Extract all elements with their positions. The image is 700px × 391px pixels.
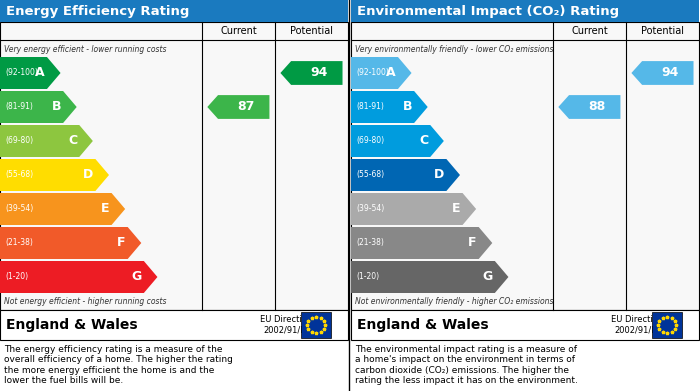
Text: 87: 87 <box>237 100 254 113</box>
Text: 88: 88 <box>588 100 606 113</box>
Text: Very environmentally friendly - lower CO₂ emissions: Very environmentally friendly - lower CO… <box>355 45 554 54</box>
Polygon shape <box>351 159 460 191</box>
Text: A: A <box>35 66 45 79</box>
Text: C: C <box>419 135 428 147</box>
Bar <box>301 312 331 338</box>
Text: Environmental Impact (CO₂) Rating: Environmental Impact (CO₂) Rating <box>357 5 619 18</box>
Text: (69-80): (69-80) <box>356 136 384 145</box>
Text: The environmental impact rating is a measure of
a home's impact on the environme: The environmental impact rating is a mea… <box>355 345 578 385</box>
Text: England & Wales: England & Wales <box>6 318 138 332</box>
Text: Not environmentally friendly - higher CO₂ emissions: Not environmentally friendly - higher CO… <box>355 298 554 307</box>
Text: D: D <box>434 169 444 181</box>
Text: 94: 94 <box>310 66 328 79</box>
Bar <box>0 0 348 22</box>
Polygon shape <box>351 261 508 293</box>
Polygon shape <box>351 193 476 225</box>
Polygon shape <box>0 227 141 259</box>
Polygon shape <box>0 159 109 191</box>
Text: C: C <box>68 135 77 147</box>
Polygon shape <box>0 57 61 89</box>
Text: (1-20): (1-20) <box>5 273 28 282</box>
Bar <box>652 312 682 338</box>
Text: (69-80): (69-80) <box>5 136 33 145</box>
Text: (1-20): (1-20) <box>356 273 379 282</box>
Bar <box>0 22 348 310</box>
Text: Energy Efficiency Rating: Energy Efficiency Rating <box>6 5 190 18</box>
Text: (39-54): (39-54) <box>5 204 34 213</box>
Text: (55-68): (55-68) <box>356 170 384 179</box>
Bar <box>351 310 699 340</box>
Text: EU Directive
2002/91/EC: EU Directive 2002/91/EC <box>611 315 663 335</box>
Polygon shape <box>351 125 444 157</box>
Bar <box>0 310 348 340</box>
Text: Very energy efficient - lower running costs: Very energy efficient - lower running co… <box>4 45 167 54</box>
Text: Current: Current <box>220 26 257 36</box>
Text: (92-100): (92-100) <box>356 68 389 77</box>
Text: G: G <box>482 271 493 283</box>
Text: (21-38): (21-38) <box>356 239 384 248</box>
Polygon shape <box>0 193 125 225</box>
Polygon shape <box>351 57 412 89</box>
Text: E: E <box>452 203 461 215</box>
Text: F: F <box>468 237 477 249</box>
Polygon shape <box>351 91 428 123</box>
Polygon shape <box>0 125 93 157</box>
Polygon shape <box>351 227 492 259</box>
Text: The energy efficiency rating is a measure of the
overall efficiency of a home. T: The energy efficiency rating is a measur… <box>4 345 233 385</box>
Text: 94: 94 <box>661 66 678 79</box>
Polygon shape <box>0 261 158 293</box>
Polygon shape <box>207 95 270 119</box>
Text: Potential: Potential <box>641 26 684 36</box>
Text: EU Directive
2002/91/EC: EU Directive 2002/91/EC <box>260 315 312 335</box>
Polygon shape <box>559 95 620 119</box>
Bar <box>351 0 699 22</box>
Text: (92-100): (92-100) <box>5 68 38 77</box>
Polygon shape <box>631 61 694 85</box>
Text: B: B <box>402 100 412 113</box>
Text: Potential: Potential <box>290 26 333 36</box>
Text: England & Wales: England & Wales <box>357 318 489 332</box>
Text: (81-91): (81-91) <box>5 102 33 111</box>
Text: E: E <box>101 203 109 215</box>
Text: Current: Current <box>571 26 608 36</box>
Text: (21-38): (21-38) <box>5 239 33 248</box>
Polygon shape <box>0 91 77 123</box>
Text: D: D <box>83 169 93 181</box>
Bar <box>351 22 699 310</box>
Text: A: A <box>386 66 396 79</box>
Text: (39-54): (39-54) <box>356 204 384 213</box>
Text: F: F <box>117 237 126 249</box>
Text: Not energy efficient - higher running costs: Not energy efficient - higher running co… <box>4 298 167 307</box>
Text: (55-68): (55-68) <box>5 170 33 179</box>
Polygon shape <box>281 61 342 85</box>
Text: G: G <box>132 271 142 283</box>
Text: B: B <box>52 100 61 113</box>
Text: (81-91): (81-91) <box>356 102 384 111</box>
